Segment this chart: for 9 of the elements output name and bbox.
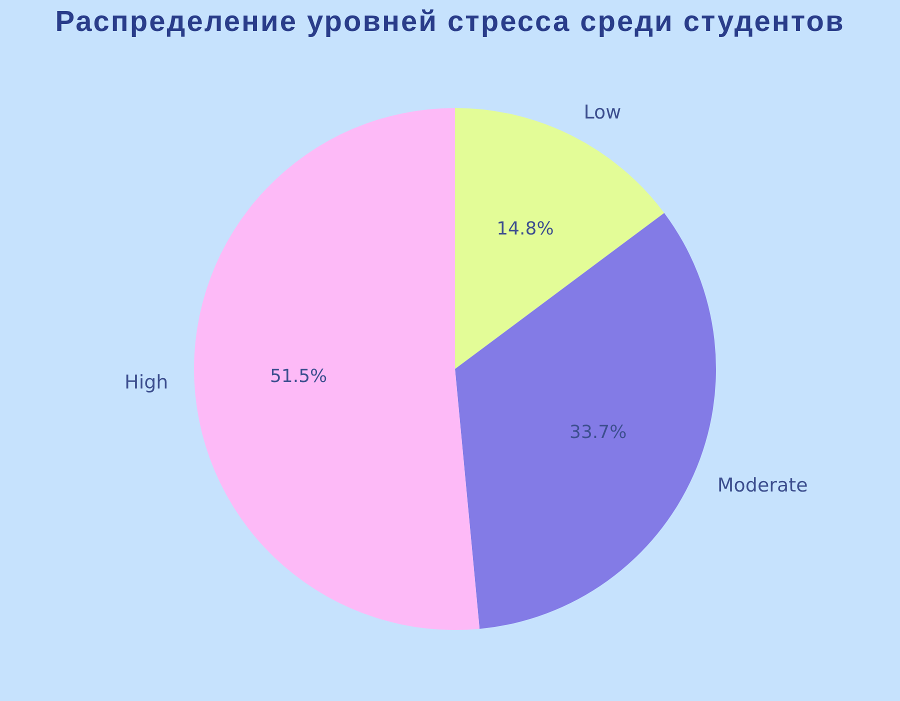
pie-slice [455,212,716,629]
chart-title: Распределение уровней стресса среди студентов [54,5,846,40]
slice-label: Low [584,101,622,124]
pie-slice [194,108,480,630]
data-label: 14.8% [496,218,554,240]
slice-label: Moderate [717,474,808,496]
data-label: 33.7% [570,422,627,444]
data-label: 51.5% [270,366,328,387]
slice-label: High [124,372,168,394]
